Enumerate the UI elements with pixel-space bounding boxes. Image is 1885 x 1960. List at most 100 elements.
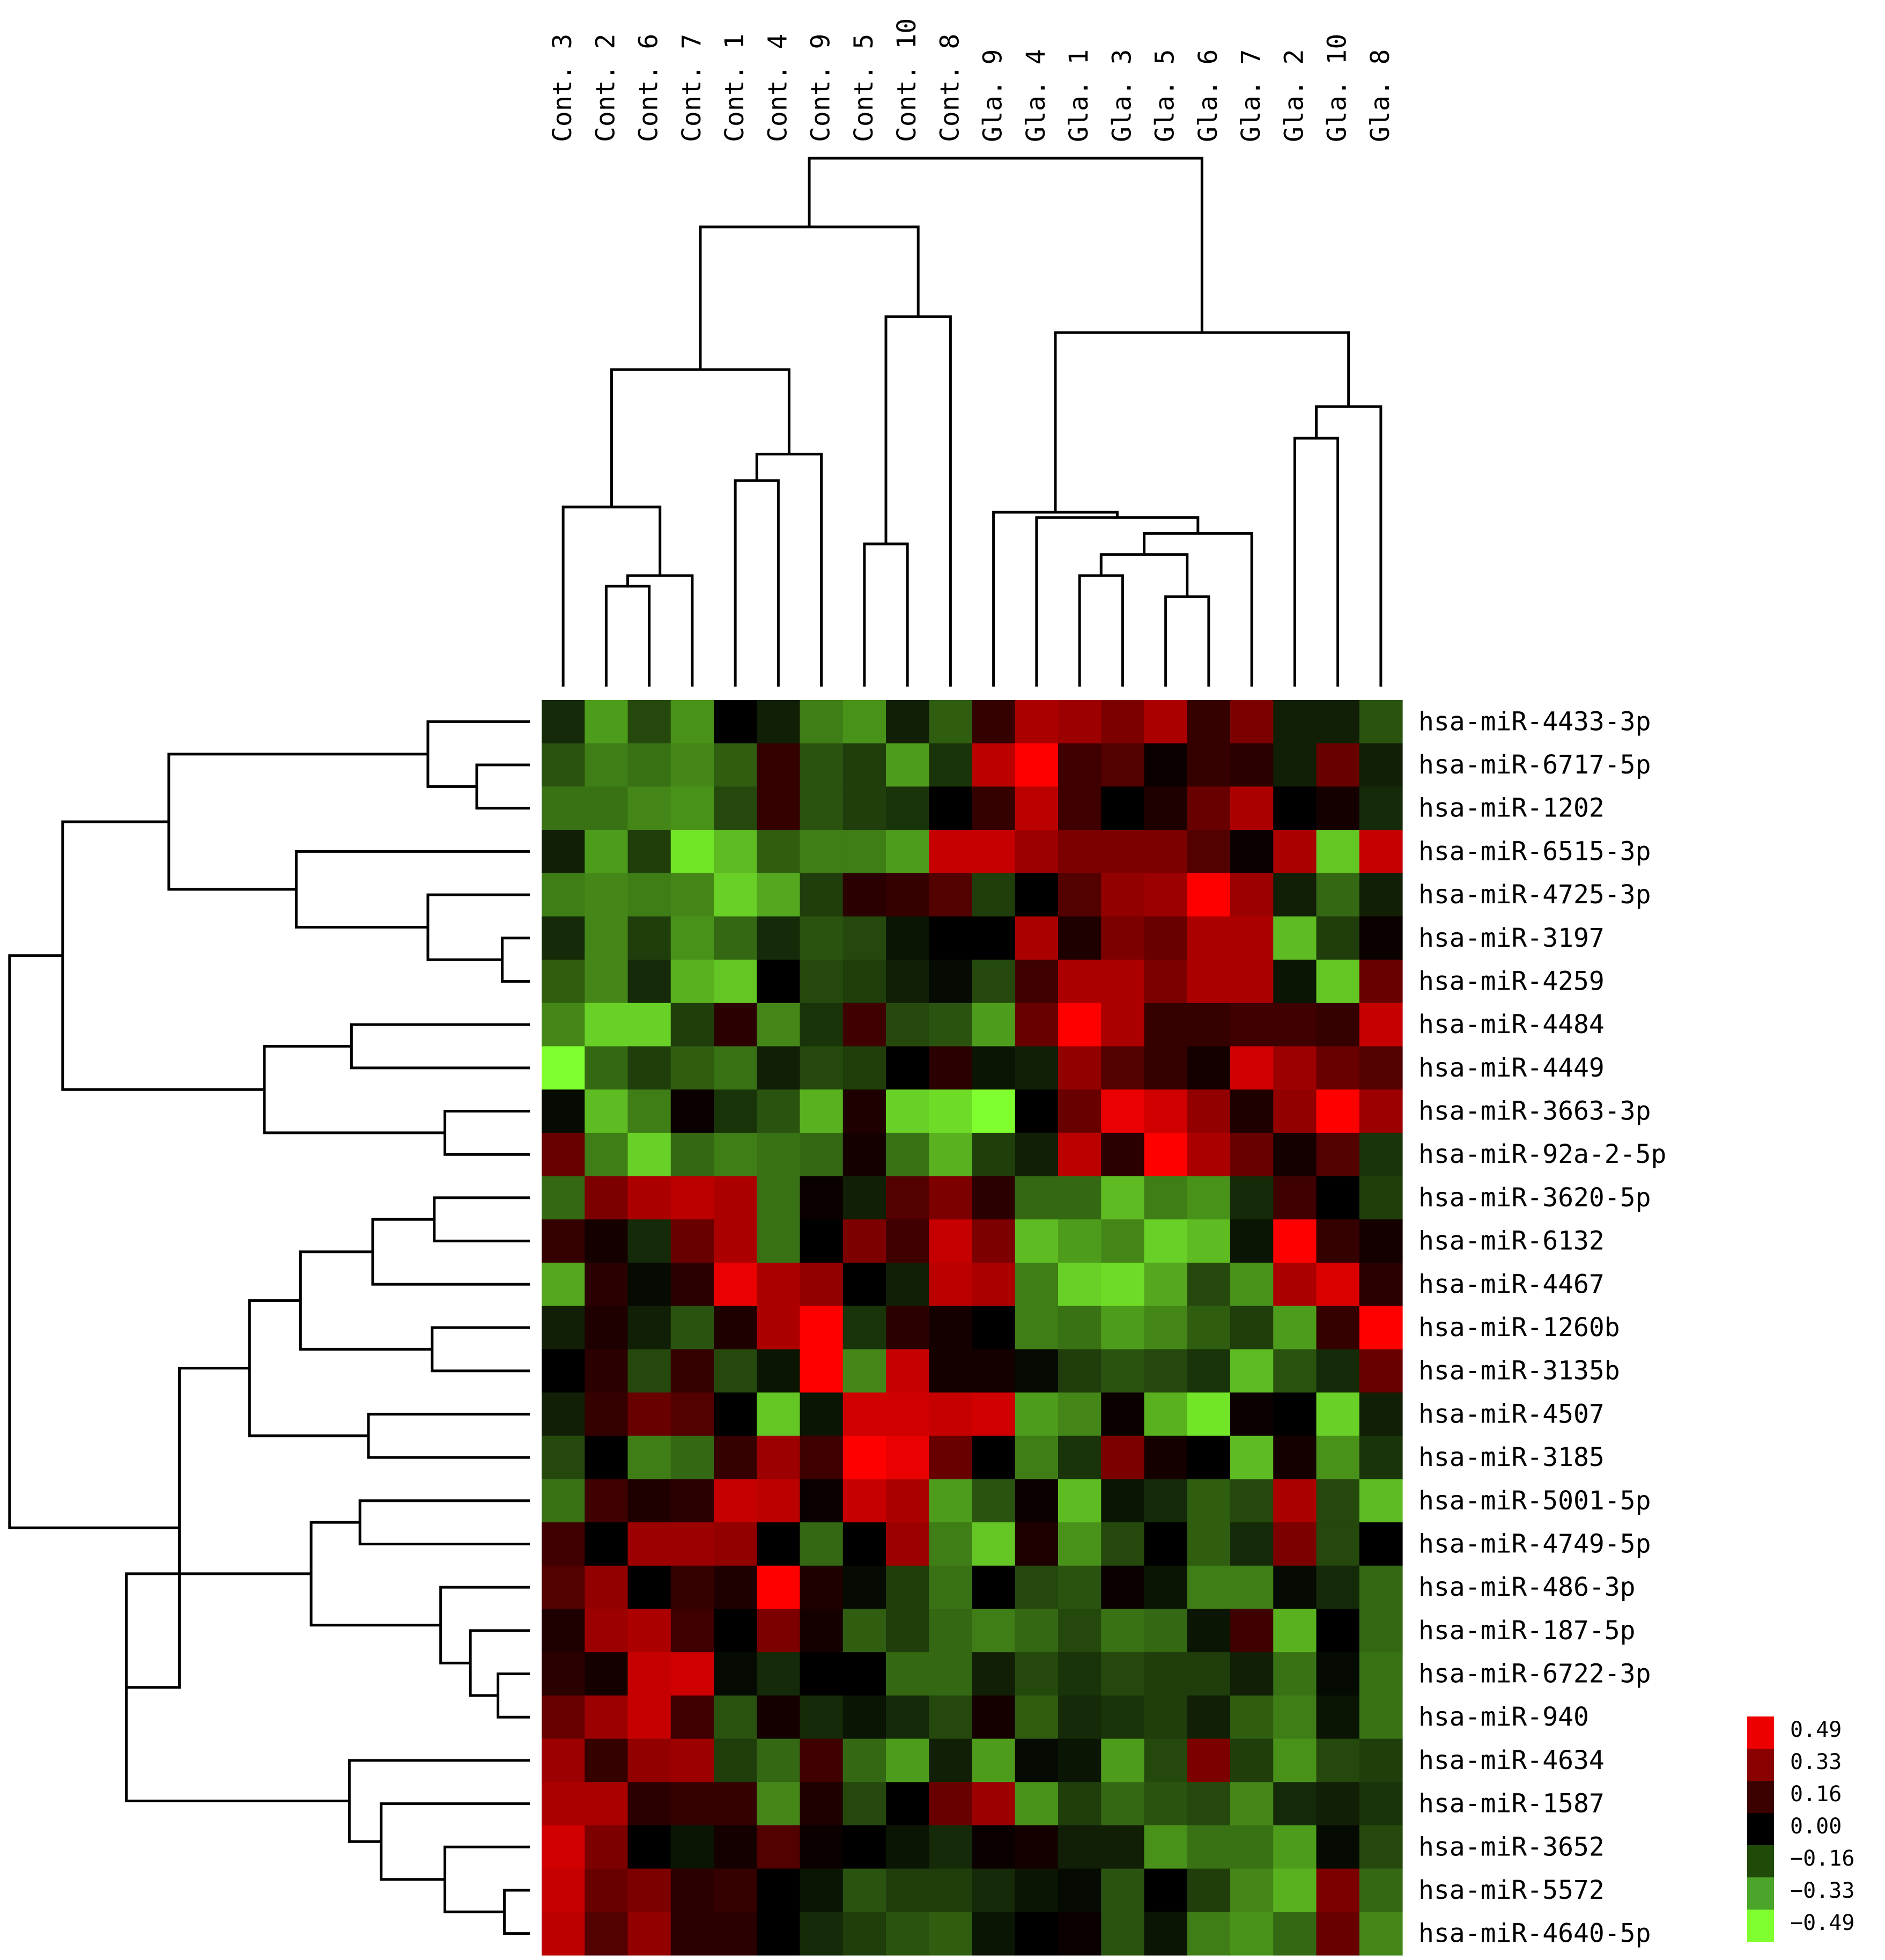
heatmap-cell	[627, 1089, 671, 1133]
row-label: hsa-miR-5572	[1418, 1875, 1605, 1905]
heatmap-cell	[929, 830, 973, 874]
heatmap-cell	[886, 1219, 929, 1263]
legend-swatch	[1747, 1813, 1774, 1845]
heatmap-cell	[585, 700, 629, 744]
heatmap-cell	[800, 873, 844, 917]
heatmap-cell	[1144, 1219, 1188, 1263]
heatmap-cell	[972, 1782, 1016, 1826]
heatmap-cell	[929, 960, 973, 1004]
heatmap-cell	[585, 1262, 629, 1307]
heatmap-cell	[1187, 1609, 1231, 1653]
heatmap-cell	[1316, 1262, 1360, 1307]
heatmap-cell	[1273, 1349, 1317, 1393]
heatmap-cell	[542, 1782, 585, 1826]
heatmap-cell	[585, 743, 629, 787]
heatmap-cell	[886, 1825, 929, 1869]
heatmap-cell	[929, 1695, 973, 1740]
heatmap-cell	[1101, 700, 1145, 744]
heatmap-cell	[757, 786, 801, 830]
heatmap-cell	[757, 743, 801, 787]
heatmap-cell	[972, 1522, 1016, 1566]
heatmap-cell	[800, 1176, 844, 1220]
heatmap-cell	[670, 830, 714, 874]
heatmap-cell	[1273, 1565, 1317, 1610]
heatmap-cell	[714, 830, 757, 874]
column-label: Gla. 5	[1150, 49, 1180, 142]
heatmap-cell	[1273, 873, 1317, 917]
heatmap-cell	[1015, 1132, 1059, 1177]
heatmap-cell	[670, 1219, 714, 1263]
heatmap-cell	[670, 1609, 714, 1653]
heatmap-cell	[542, 960, 585, 1004]
heatmap-cell	[800, 1046, 844, 1090]
heatmap-cell	[1187, 1695, 1231, 1740]
heatmap-cell	[800, 1479, 844, 1523]
heatmap-cell	[1015, 1912, 1059, 1956]
heatmap-cell	[1101, 1565, 1145, 1610]
heatmap-cell	[972, 786, 1016, 830]
dendrogram-branch	[561, 505, 662, 687]
heatmap-cell	[1273, 1522, 1317, 1566]
heatmap-cell	[1144, 1392, 1188, 1436]
heatmap-cell	[1230, 873, 1274, 917]
heatmap-cell	[1144, 873, 1188, 917]
heatmap-cell	[1101, 1306, 1145, 1350]
heatmap-cell	[757, 1912, 801, 1956]
heatmap-cell	[1058, 873, 1102, 917]
heatmap-cell	[1015, 1782, 1059, 1826]
column-label: Cont. 7	[677, 34, 707, 142]
heatmap-cell	[800, 1565, 844, 1610]
heatmap-cell	[1144, 1003, 1188, 1047]
heatmap-cell	[627, 1825, 671, 1869]
heatmap-cell	[1187, 830, 1231, 874]
heatmap-cell	[842, 1392, 886, 1436]
heatmap-cell	[842, 1522, 886, 1566]
dendrogram-branch	[1164, 595, 1210, 687]
heatmap-cell	[1144, 1132, 1188, 1177]
heatmap-cell	[800, 1609, 844, 1653]
heatmap-cell	[842, 1132, 886, 1177]
heatmap-cell	[757, 1695, 801, 1740]
heatmap-cell	[1187, 1306, 1231, 1350]
row-label: hsa-miR-1260b	[1418, 1313, 1620, 1343]
heatmap-cell	[929, 1868, 973, 1912]
heatmap-cell	[1015, 1435, 1059, 1480]
heatmap-cell	[1101, 830, 1145, 874]
heatmap-cell	[800, 1089, 844, 1133]
heatmap-cell	[886, 1782, 929, 1826]
heatmap-cell	[757, 1219, 801, 1263]
heatmap-cell	[1101, 1435, 1145, 1480]
heatmap-cell	[1144, 1609, 1188, 1653]
heatmap-cell	[886, 916, 929, 960]
row-label: hsa-miR-1202	[1418, 793, 1605, 823]
dendrogram-branch	[469, 1629, 530, 1697]
heatmap-cell	[757, 1479, 801, 1523]
heatmap-cell	[972, 916, 1016, 960]
dendrogram-branch	[350, 1023, 530, 1070]
heatmap-cell	[1058, 1479, 1102, 1523]
heatmap-cell	[842, 960, 886, 1004]
heatmap-cell	[1230, 743, 1274, 787]
heatmap-cell	[757, 830, 801, 874]
heatmap-cell	[1058, 700, 1102, 744]
heatmap-cell	[1187, 1132, 1231, 1177]
heatmap-cell	[585, 1132, 629, 1177]
heatmap-cell	[929, 1176, 973, 1220]
heatmap-cell	[542, 1219, 585, 1263]
heatmap-cell	[1101, 1479, 1145, 1523]
heatmap-cell	[1187, 1046, 1231, 1090]
row-label: hsa-miR-6722-3p	[1418, 1659, 1651, 1689]
heatmap-cell	[1144, 1089, 1188, 1133]
heatmap-cell	[585, 1825, 629, 1869]
heatmap-cell	[585, 1522, 629, 1566]
heatmap-cell	[1230, 1912, 1274, 1956]
heatmap-cell	[627, 873, 671, 917]
heatmap-cell	[886, 960, 929, 1004]
heatmap-cell	[1015, 1868, 1059, 1912]
heatmap-cell	[1316, 830, 1360, 874]
heatmap-cell	[1359, 1132, 1403, 1177]
heatmap-cell	[757, 1868, 801, 1912]
heatmap-cell	[542, 1132, 585, 1177]
heatmap-cell	[585, 1349, 629, 1393]
heatmap-cell	[1273, 1912, 1317, 1956]
